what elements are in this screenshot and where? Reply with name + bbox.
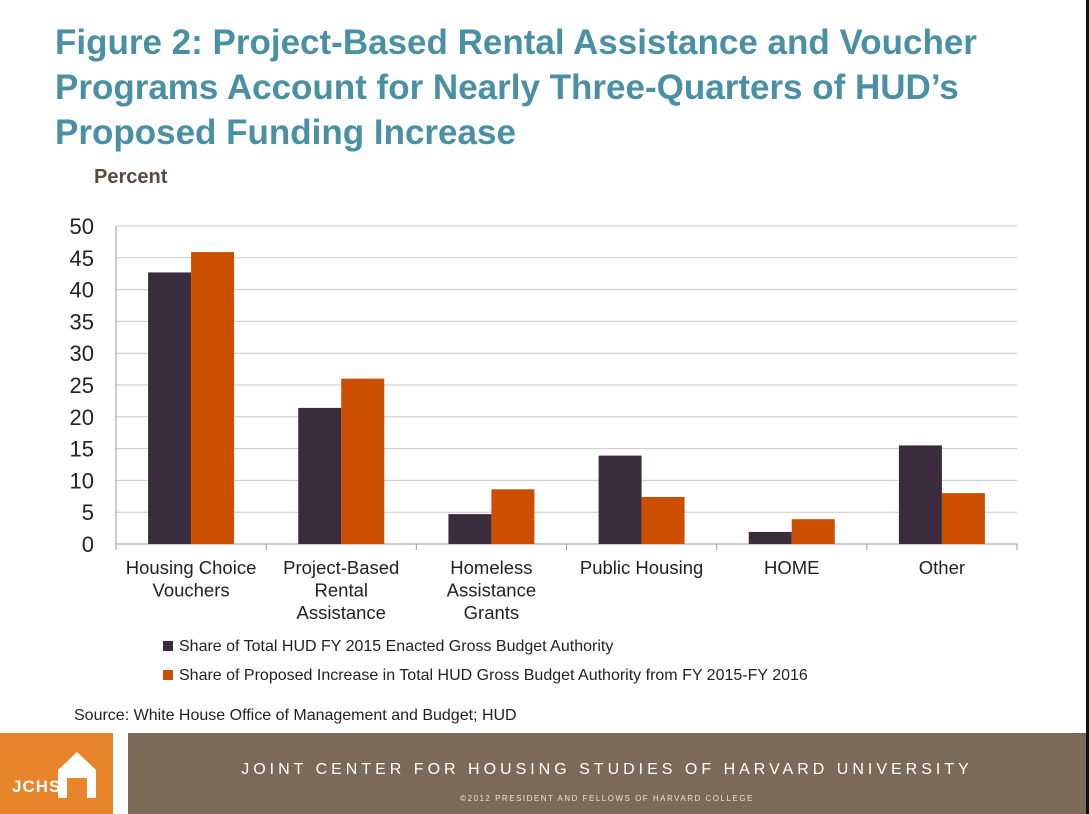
y-tick-label: 30	[70, 341, 94, 366]
x-tick-label: Housing Choice	[126, 557, 257, 578]
y-axis-label: Percent	[94, 166, 168, 188]
bar-proposed-increase	[191, 252, 235, 545]
bar-proposed-increase	[341, 378, 385, 544]
bar-proposed-increase	[941, 493, 985, 544]
legend-label-proposed-increase: Share of Proposed Increase in Total HUD …	[179, 667, 808, 684]
legend-swatch-proposed-increase	[163, 670, 173, 680]
y-tick-label: 45	[70, 246, 94, 271]
y-tick-label: 50	[70, 214, 94, 239]
x-tick-label: HOME	[764, 557, 820, 578]
x-tick-label: Assistance	[297, 602, 386, 623]
legend-swatch-fy2015	[163, 641, 173, 651]
y-tick-label: 15	[70, 437, 94, 462]
x-tick-label: Public Housing	[580, 557, 703, 578]
x-tick-label: Grants	[464, 602, 520, 623]
y-tick-label: 0	[82, 532, 94, 557]
house-icon	[58, 752, 96, 798]
legend-label-fy2015: Share of Total HUD FY 2015 Enacted Gross…	[179, 638, 614, 655]
legend-item-proposed-increase: Share of Proposed Increase in Total HUD …	[163, 667, 808, 685]
logo-text: JCHS	[12, 777, 62, 796]
x-tick-label: Assistance	[447, 580, 536, 601]
legend-item-fy2015: Share of Total HUD FY 2015 Enacted Gross…	[163, 638, 613, 656]
bar-fy2015	[898, 445, 942, 544]
x-tick-label: Rental	[315, 580, 368, 601]
footer-band	[128, 733, 1086, 814]
y-tick-label: 20	[70, 405, 94, 430]
bar-proposed-increase	[791, 519, 835, 544]
bar-proposed-increase	[491, 489, 535, 544]
footer: JCHS JOINT CENTER FOR HOUSING STUDIES OF…	[0, 733, 1086, 814]
right-border	[1086, 0, 1089, 814]
bar-fy2015	[598, 455, 642, 544]
footer-title: JOINT CENTER FOR HOUSING STUDIES OF HARV…	[241, 761, 973, 778]
jchs-logo: JCHS	[0, 733, 113, 814]
y-tick-label: 40	[70, 278, 94, 303]
bar-fy2015	[298, 407, 342, 544]
source-note: Source: White House Office of Management…	[74, 707, 517, 724]
x-tick-label: Project-Based	[283, 557, 399, 578]
y-tick-label: 10	[70, 468, 94, 493]
x-tick-label: Vouchers	[153, 580, 230, 601]
y-tick-label: 5	[82, 500, 94, 525]
chart-title: Figure 2: Project-Based Rental Assistanc…	[55, 23, 977, 152]
footer-copyright: ©2012 PRESIDENT AND FELLOWS OF HARVARD C…	[460, 794, 754, 803]
bar-chart: 0 5 10 15 20 25 30 35 40 45 50 Housing ChoiceVouche…	[70, 214, 1018, 623]
x-tick-label: Other	[919, 557, 965, 578]
bar-fy2015	[748, 531, 792, 544]
y-tick-label: 35	[70, 309, 94, 334]
y-tick-label: 25	[70, 373, 94, 398]
bar-fy2015	[448, 514, 492, 544]
bar-fy2015	[148, 272, 192, 544]
x-tick-label: Homeless	[450, 557, 532, 578]
bar-proposed-increase	[641, 496, 685, 544]
